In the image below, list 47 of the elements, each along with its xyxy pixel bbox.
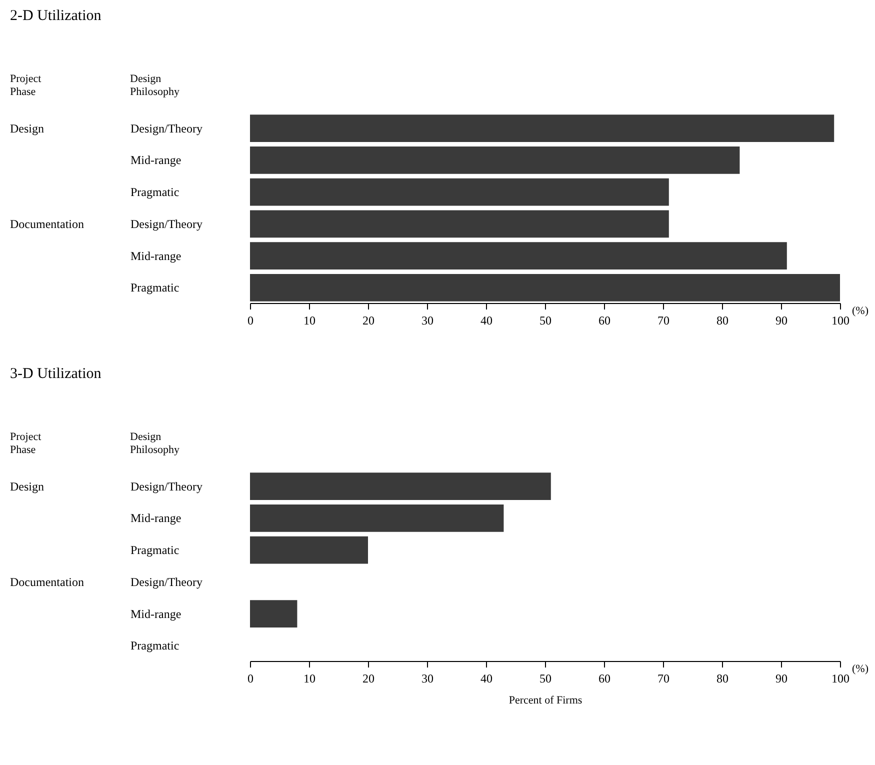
x-tick-label: 60 (598, 314, 610, 328)
y-axis-title: Design Philosophy (130, 73, 180, 98)
x-axis-title: Percent of Firms (508, 694, 582, 706)
x-tick-label: 10 (304, 672, 316, 686)
x-tick-label: 80 (716, 314, 728, 328)
x-tick-label: 90 (776, 672, 788, 686)
x-tick-label: 60 (598, 672, 610, 686)
text: 2-D Utilization (10, 8, 102, 24)
y-tick-label: Mid-range (130, 153, 182, 168)
x-tick-label: 90 (776, 314, 788, 328)
y-tick-label: Mid-range (130, 606, 182, 621)
x-tick-label: 20 (362, 314, 374, 328)
x-tick-label: 100 (832, 314, 850, 328)
x-tick-label: 0 (248, 314, 254, 328)
y-tick-label: Pragmatic (130, 543, 180, 558)
x-tick-label: 70 (658, 314, 670, 328)
x-tick-label: 80 (716, 672, 728, 686)
x-tick-label: 20 (362, 672, 374, 686)
y-tick-label: Pragmatic (130, 185, 180, 200)
x-tick-label: 30 (422, 314, 434, 328)
x-tick-label: 40 (480, 314, 492, 328)
y-tick-label: Pragmatic (130, 638, 180, 653)
text: Design (10, 479, 44, 494)
x-tick-label: 100 (832, 672, 850, 686)
x-tick-label: 70 (658, 672, 670, 686)
text: Documentation (10, 574, 84, 589)
y-tick-label: Design/Theory (130, 479, 202, 494)
x-tick-label: 50 (540, 314, 552, 328)
y-axis-title: Design Philosophy (130, 431, 180, 456)
text: (%) (852, 663, 869, 675)
x-tick-label: 10 (304, 314, 316, 328)
text: Design (10, 121, 44, 136)
y-tick-label: Design/Theory (130, 121, 202, 136)
text: Project Phase (10, 73, 42, 98)
x-tick-label: 50 (540, 672, 552, 686)
text: (%) (852, 305, 869, 317)
text: 3-D Utilization (10, 366, 102, 382)
x-tick-label: 30 (422, 672, 434, 686)
y-tick-label: Design/Theory (130, 216, 202, 231)
x-tick-label: 0 (248, 672, 254, 686)
text: Documentation (10, 216, 84, 231)
x-tick-label: 40 (480, 672, 492, 686)
y-tick-label: Pragmatic (130, 280, 180, 295)
y-tick-label: Mid-range (130, 511, 182, 526)
text: Project Phase (10, 431, 42, 456)
y-tick-label: Design/Theory (130, 574, 202, 589)
y-tick-label: Mid-range (130, 248, 182, 263)
